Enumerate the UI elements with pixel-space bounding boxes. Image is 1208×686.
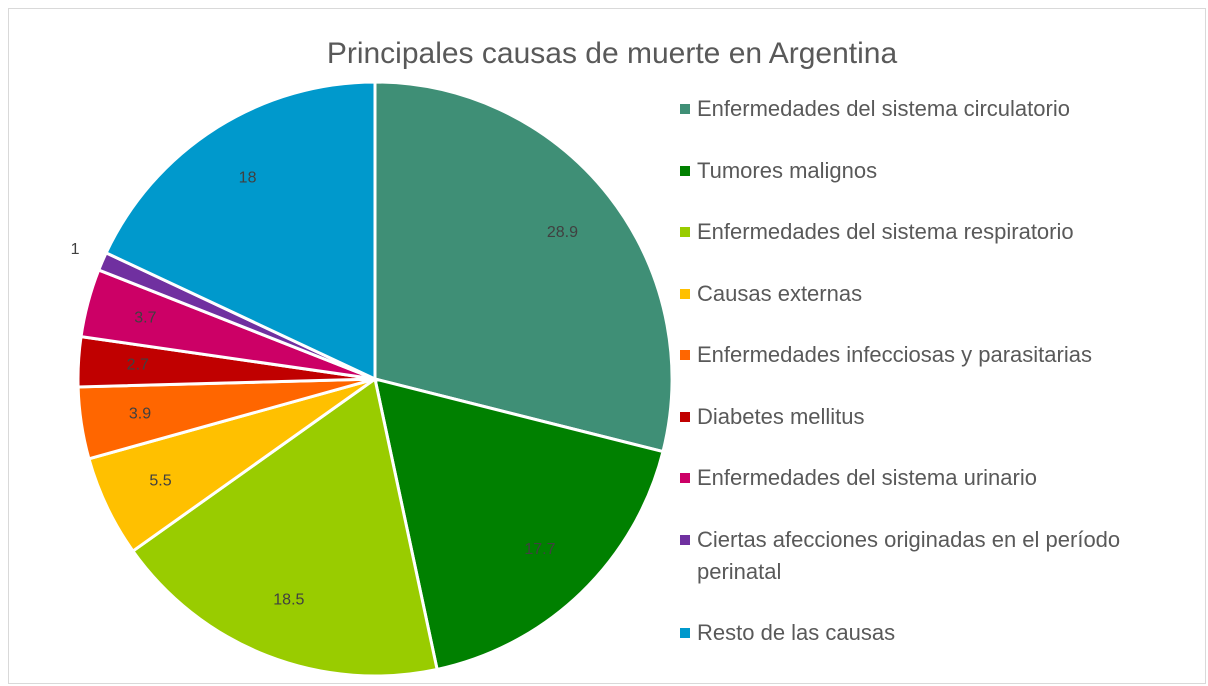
legend-label: Ciertas afecciones originadas en el perí… <box>697 526 1121 584</box>
legend-item: Resto de las causas <box>680 617 1200 649</box>
legend-swatch <box>680 165 690 176</box>
data-label: 18 <box>239 170 257 187</box>
pie-slice <box>373 80 674 454</box>
legend-item: Tumores malignos <box>680 155 1200 187</box>
legend-swatch <box>680 288 690 299</box>
chart-frame <box>8 8 1206 684</box>
legend-label: Enfermedades del sistema urinario <box>697 465 1037 490</box>
legend-label: Enfermedades del sistema circulatorio <box>697 96 1070 121</box>
legend-label: Causas externas <box>697 280 863 306</box>
legend-swatch <box>680 104 690 114</box>
pie-slice <box>373 376 665 672</box>
legend-swatch <box>680 350 690 360</box>
legend-label: Enfermedades del sistema respiratorio <box>697 219 1074 244</box>
legend-item: Enfermedades del sistema circulatorio <box>680 93 1200 125</box>
legend-label: Tumores malignos <box>697 157 878 183</box>
data-label: 1 <box>71 241 80 258</box>
pie-slice <box>130 376 439 678</box>
legend-swatch <box>680 628 690 638</box>
legend-swatch <box>680 473 690 483</box>
data-label: 3.9 <box>129 406 151 423</box>
legend-label: Diabetes mellitus <box>697 403 865 429</box>
data-label: 3.7 <box>134 309 156 326</box>
legend-item: Enfermedades del sistema respiratorio <box>680 216 1200 248</box>
legend: Enfermedades del sistema circulatorio Tum… <box>680 93 1200 649</box>
data-label: 18.5 <box>273 592 304 609</box>
legend-item: Enfermedades del sistema urinario <box>680 462 1200 494</box>
chart-title: Principales causas de muerte en Argentin… <box>327 37 898 70</box>
legend-swatch <box>680 534 690 545</box>
legend-swatch <box>680 411 690 422</box>
data-label: 17.7 <box>524 541 555 558</box>
legend-label: Enfermedades infecciosas y parasitarias <box>697 342 1092 367</box>
legend-item: Diabetes mellitus <box>680 401 1200 433</box>
pie-slice <box>104 80 377 382</box>
legend-item: Enfermedades infecciosas y parasitarias <box>680 339 1200 371</box>
legend-swatch <box>680 227 690 237</box>
legend-label: Resto de las causas <box>697 620 896 645</box>
legend-item: Causas externas <box>680 278 1200 310</box>
legend-item: Ciertas afecciones originadas en el perí… <box>680 524 1200 588</box>
data-label: 5.5 <box>149 472 171 489</box>
data-label: 2.7 <box>127 356 149 373</box>
data-label: 28.9 <box>547 224 578 241</box>
